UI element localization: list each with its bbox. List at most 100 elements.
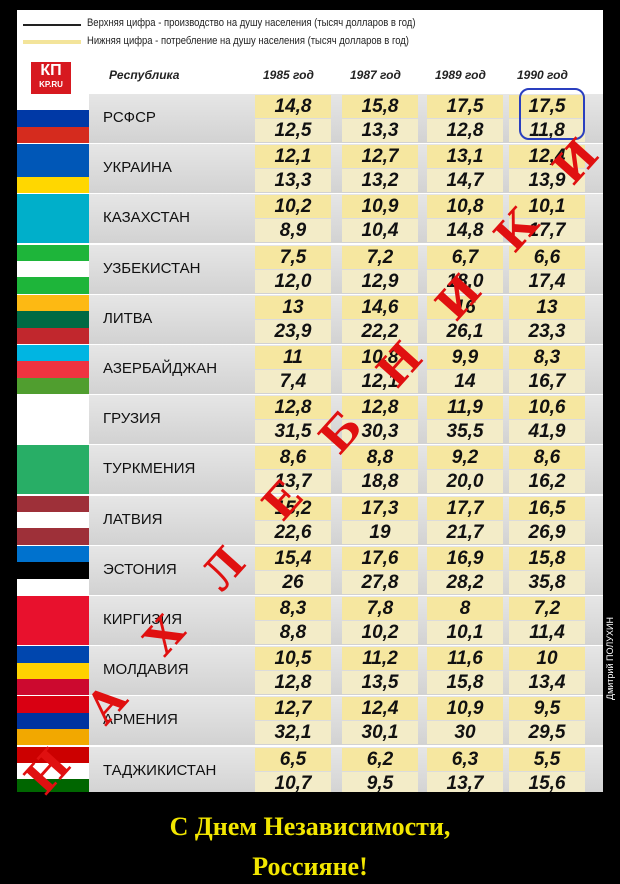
consumption-value: 26 xyxy=(255,570,331,594)
republic-name: АЗЕРБАЙДЖАН xyxy=(103,360,218,377)
flag-stripe xyxy=(17,411,89,429)
flag-stripe xyxy=(17,427,89,445)
production-value: 11,9 xyxy=(427,396,503,420)
production-value: 8,3 xyxy=(509,346,585,369)
production-value: 6,2 xyxy=(342,747,418,771)
production-value: 16,9 xyxy=(427,546,503,570)
flag xyxy=(17,395,89,445)
production-value: 12,1 xyxy=(255,145,331,169)
consumption-value: 30,3 xyxy=(342,420,418,444)
header-label: Республика xyxy=(109,68,180,82)
production-value: 14,6 xyxy=(342,295,418,319)
production-value: 10,5 xyxy=(255,647,331,671)
production-value: 17,7 xyxy=(427,496,503,520)
consumption-value: 13,9 xyxy=(509,169,585,193)
production-value: 11,6 xyxy=(427,647,503,671)
flag xyxy=(17,495,89,545)
flag-stripe xyxy=(17,478,89,495)
consumption-value: 16,2 xyxy=(509,470,585,494)
consumption-value: 28,2 xyxy=(427,570,503,594)
flag xyxy=(17,144,89,194)
production-value: 8,6 xyxy=(509,446,585,470)
production-value: 6,3 xyxy=(427,747,503,771)
flag-stripe xyxy=(17,729,89,746)
production-value: 12,4 xyxy=(509,145,585,169)
production-value: 17,5 xyxy=(509,95,585,118)
production-value: 13 xyxy=(509,295,585,319)
production-value: 12,8 xyxy=(342,396,418,420)
flag-stripe xyxy=(17,678,89,696)
production-value: 10,9 xyxy=(427,697,503,721)
production-value: 10,8 xyxy=(342,346,418,369)
consumption-value: 22,6 xyxy=(255,520,331,544)
consumption-value: 12,1 xyxy=(342,370,418,393)
caption: Россияне! xyxy=(252,852,368,881)
consumption-value: 26,9 xyxy=(509,520,585,544)
consumption-value: 9,5 xyxy=(342,771,418,792)
flag xyxy=(17,445,89,495)
consumption-value: 8,8 xyxy=(255,621,331,644)
consumption-value: 10,7 xyxy=(255,771,331,792)
table-row: ТУРКМЕНИЯ 8,6 13,7 8,8 18,8 9,2 20,0 8,6 16,2 xyxy=(17,445,603,495)
production-value: 7,5 xyxy=(255,245,331,269)
flag xyxy=(17,194,89,244)
flag-stripe xyxy=(17,779,89,792)
production-value: 9,5 xyxy=(509,697,585,721)
consumption-value: 7,4 xyxy=(255,370,331,393)
infographic: Верхняя цифра - производство на душу нас… xyxy=(17,10,603,792)
flag-stripe xyxy=(17,244,89,262)
flag-stripe xyxy=(17,762,89,780)
production-value: 15,8 xyxy=(342,95,418,118)
table-row: ЭСТОНИЯ 15,4 26 17,6 27,8 16,9 28,2 15,8 35,8 xyxy=(17,545,603,595)
flag-stripe xyxy=(17,495,89,513)
production-value: 13 xyxy=(255,295,331,319)
flag xyxy=(17,646,89,696)
flag-stripe xyxy=(17,545,89,563)
republic-name: МОЛДАВИЯ xyxy=(103,661,189,679)
consumption-value: 13,3 xyxy=(342,119,418,142)
table-row: ГРУЗИЯ 12,8 31,5 12,8 30,3 11,9 35,5 10,6 41,9 xyxy=(17,395,603,445)
production-value: 7,2 xyxy=(342,245,418,269)
flag-stripe xyxy=(17,194,89,212)
republic-name: РСФСР xyxy=(103,109,156,126)
header-year: 1985 год xyxy=(263,68,314,82)
production-value: 13,1 xyxy=(427,145,503,169)
highlight-ring xyxy=(519,88,585,140)
flag xyxy=(17,545,89,595)
consumption-value: 41,9 xyxy=(509,420,585,444)
production-value: 17,6 xyxy=(342,546,418,570)
production-value: 12,4 xyxy=(342,697,418,721)
production-value: 6,6 xyxy=(509,245,585,269)
republic-name: КАЗАХСТАН xyxy=(103,209,190,227)
flag-stripe xyxy=(17,578,89,595)
flag-stripe xyxy=(17,345,89,362)
production-value: 5,5 xyxy=(509,747,585,771)
production-value: 16 xyxy=(427,295,503,319)
production-value: 16,5 xyxy=(509,496,585,520)
flag-stripe xyxy=(17,511,89,529)
production-value: 15,4 xyxy=(255,546,331,570)
production-value: 7,8 xyxy=(342,597,418,620)
flag-stripe xyxy=(17,395,89,413)
consumption-value: 13,4 xyxy=(509,671,585,695)
consumption-value: 13,2 xyxy=(342,169,418,193)
legend-swatch xyxy=(23,40,81,44)
flag xyxy=(17,596,89,645)
flag-stripe xyxy=(17,327,89,344)
production-value: 10,6 xyxy=(509,396,585,420)
legend-text: Нижняя цифра - потребление на душу насел… xyxy=(87,35,409,47)
production-value: 17,3 xyxy=(342,496,418,520)
flag-stripe xyxy=(17,445,89,463)
consumption-value: 30,1 xyxy=(342,721,418,745)
consumption-value: 21,7 xyxy=(427,520,503,544)
republic-name: УЗБЕКИСТАН xyxy=(103,259,201,277)
flag-stripe xyxy=(17,311,89,329)
header-year: 1987 год xyxy=(350,68,401,82)
table-row: УКРАИНА 12,1 13,3 12,7 13,2 13,1 14,7 12,4 13,9 xyxy=(17,144,603,194)
production-value: 6,5 xyxy=(255,747,331,771)
flag-stripe xyxy=(17,662,89,680)
production-value: 12,7 xyxy=(342,145,418,169)
production-value: 10,2 xyxy=(255,195,331,219)
production-value: 8,3 xyxy=(255,597,331,620)
